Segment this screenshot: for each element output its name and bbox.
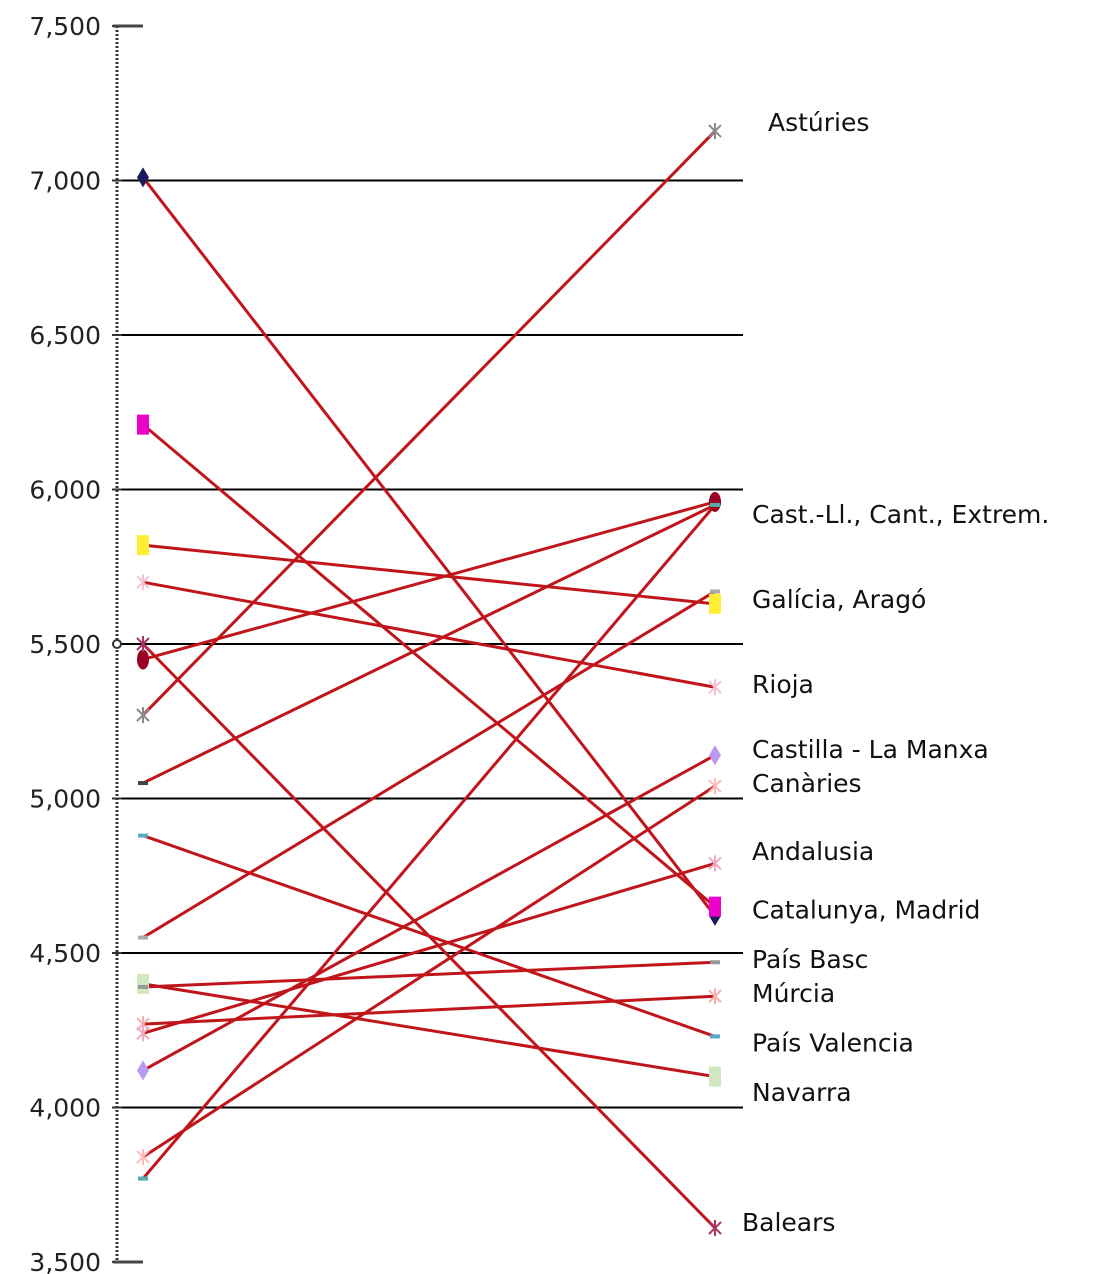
marker-start-7 (138, 781, 148, 786)
marker-start-11 (138, 984, 148, 989)
series-line-17 (141, 642, 717, 1230)
marker-start-17 (136, 636, 150, 652)
marker-start-13 (136, 1025, 150, 1042)
series-line-3 (142, 543, 716, 606)
y-tick-label: 5,000 (29, 785, 101, 814)
series-line-2 (142, 423, 716, 908)
marker-start-9 (138, 935, 148, 940)
series-markers (136, 123, 722, 1237)
region-label: Navarra (752, 1078, 852, 1107)
region-label: Balears (742, 1208, 835, 1237)
marker-end-2 (709, 896, 721, 917)
series-line-7 (142, 503, 716, 785)
region-label: Castilla - La Manxa (752, 735, 989, 764)
marker-end-8 (710, 1034, 720, 1039)
marker-end-11 (710, 960, 720, 965)
marker-start-15 (136, 1148, 150, 1165)
marker-start-14 (137, 1060, 149, 1081)
series-line-4 (142, 580, 716, 689)
region-labels: Astúries Cast.-Ll., Cant., Extrem. Galícia… (742, 108, 1049, 1237)
y-tick-label: 6,000 (29, 476, 101, 505)
marker-start-8 (138, 833, 148, 838)
region-label: Cast.-Ll., Cant., Extrem. (752, 500, 1049, 529)
y-axis (112, 24, 143, 1264)
marker-start-10 (137, 973, 149, 994)
region-label: Rioja (752, 670, 814, 699)
marker-start-3 (137, 535, 149, 556)
series-line-10 (142, 982, 716, 1079)
marker-end-10 (709, 1066, 721, 1087)
series-line-6 (141, 130, 717, 717)
marker-end-5 (709, 491, 721, 512)
series-line-12 (142, 994, 716, 1026)
marker-end-12 (708, 988, 722, 1005)
y-tick-labels: 3,500 4,000 4,500 5,000 5,500 6,000 6,500 7,000… (29, 12, 101, 1274)
series-line-9 (142, 590, 716, 939)
marker-end-9 (710, 589, 720, 594)
y-tick-label: 4,500 (29, 939, 101, 968)
region-label: Catalunya, Madrid (752, 896, 980, 925)
y-tick-label: 5,500 (29, 630, 101, 659)
region-label: Galícia, Aragó (752, 585, 926, 614)
series-lines (141, 130, 717, 1230)
region-label: Astúries (768, 108, 869, 137)
series-line-5 (142, 500, 716, 661)
marker-end-6 (708, 123, 722, 140)
series-line-14 (142, 753, 716, 1072)
y-tick-label: 7,000 (29, 167, 101, 196)
marker-end-14 (709, 745, 721, 766)
marker-start-2 (137, 414, 149, 435)
series-line-13 (142, 861, 716, 1035)
y-tick-label: 6,500 (29, 321, 101, 350)
marker-end-16 (710, 502, 720, 507)
axis-midpoint-marker (112, 639, 122, 649)
region-label: Canàries (752, 769, 862, 798)
marker-start-1 (137, 167, 149, 188)
marker-start-4 (136, 574, 150, 591)
y-tick-label: 7,500 (29, 12, 101, 41)
marker-end-3 (709, 593, 721, 614)
marker-end-13 (708, 855, 722, 872)
series-line-11 (142, 960, 716, 989)
marker-start-5 (137, 649, 149, 670)
region-label: Múrcia (752, 979, 835, 1008)
series-line-1 (141, 176, 717, 917)
region-label: Andalusia (752, 837, 874, 866)
series-line-15 (142, 784, 716, 1159)
series-line-16 (141, 503, 717, 1180)
marker-end-17 (708, 1220, 722, 1237)
region-label: País Basc (752, 945, 868, 974)
marker-end-15 (708, 778, 722, 795)
marker-start-6 (136, 707, 150, 724)
marker-start-16 (138, 1176, 148, 1181)
marker-end-4 (708, 679, 722, 696)
region-label: País Valencia (752, 1029, 914, 1058)
y-tick-label: 4,000 (29, 1094, 101, 1123)
y-tick-label: 3,500 (29, 1248, 101, 1274)
